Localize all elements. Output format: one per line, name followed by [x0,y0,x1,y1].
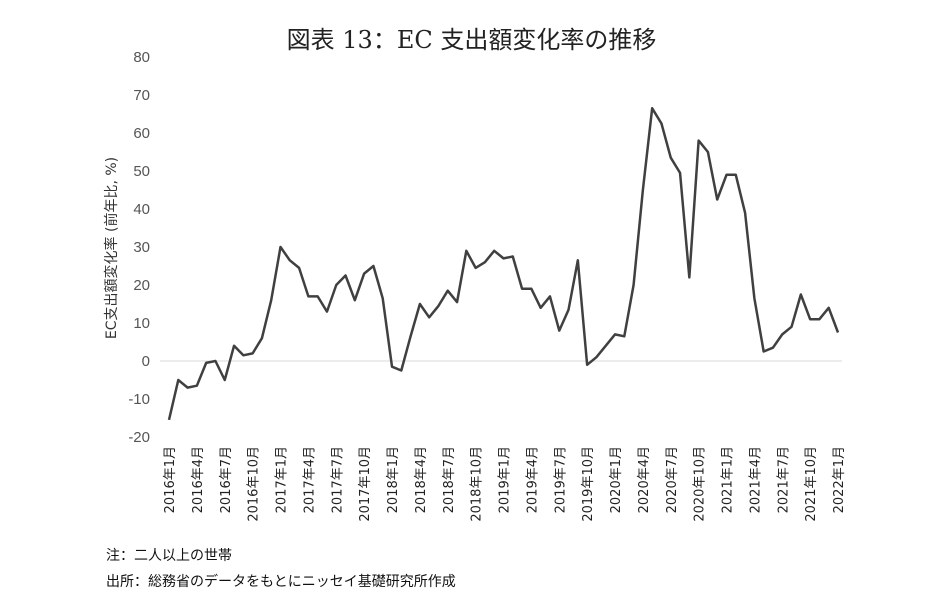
x-tick-label: 2018年7月 [442,446,457,513]
x-tick-label: 2020年4月 [637,446,652,513]
x-tick-label: 2020年7月 [665,446,680,513]
x-tick-label: 2022年1月 [832,446,847,513]
y-tick-label: 40 [133,201,150,218]
x-tick-label: 2018年4月 [414,446,429,513]
x-tick-label: 2017年10月 [358,446,373,522]
chart-title: 図表 13：EC 支出額変化率の推移 [286,26,657,54]
footnote: 注：二人以上の世帯 [106,548,232,564]
x-tick-label: 2020年1月 [609,446,624,513]
x-tick-label: 2019年4月 [525,446,540,513]
x-tick-label: 2016年7月 [219,446,234,513]
y-tick-label: -10 [128,391,150,408]
y-tick-label: -20 [128,429,150,446]
x-tick-label: 2018年1月 [386,446,401,513]
source-note: 出所：総務省のデータをもとにニッセイ基礎研究所作成 [106,574,456,590]
y-tick-label: 60 [133,125,150,142]
x-tick-label: 2017年7月 [330,446,345,513]
x-tick-label: 2021年10月 [804,446,819,522]
x-tick-label: 2021年7月 [776,446,791,513]
x-tick-label: 2017年1月 [275,446,290,513]
y-axis: 80 70 60 50 40 30 20 10 0 -10 -20 [128,49,150,446]
x-tick-label: 2020年10月 [693,446,708,522]
y-tick-label: 0 [142,353,150,370]
y-tick-label: 70 [133,87,150,104]
x-tick-label: 2021年4月 [748,446,763,513]
x-axis: 2016年1月 2016年4月 2016年7月 2016年10月 2017年1月 2017… [163,446,847,522]
y-tick-label: 50 [133,163,150,180]
x-tick-label: 2021年1月 [721,446,736,513]
x-tick-label: 2017年4月 [302,446,317,513]
x-tick-label: 2019年10月 [581,446,596,522]
y-tick-label: 10 [133,315,150,332]
x-tick-label: 2016年1月 [163,446,178,513]
series-line [167,107,840,421]
y-tick-label: 20 [133,277,150,294]
x-tick-label: 2016年4月 [191,446,206,513]
y-tick-label: 30 [133,239,150,256]
x-tick-label: 2018年10月 [470,446,485,522]
x-tick-label: 2019年7月 [553,446,568,513]
y-tick-label: 80 [133,49,150,66]
x-tick-label: 2019年1月 [498,446,513,513]
y-axis-label: EC支出額変化率 (前年比, %) [103,157,120,339]
x-tick-label: 2016年10月 [247,446,262,522]
